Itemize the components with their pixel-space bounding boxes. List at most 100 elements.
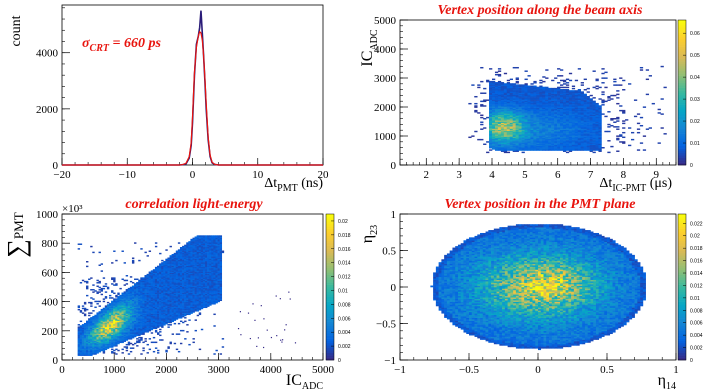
- heatmap-cell: [595, 142, 599, 144]
- heatmap-cell: [111, 336, 114, 339]
- heatmap-cell: [592, 114, 596, 116]
- heatmap-cell: [515, 113, 519, 115]
- heatmap-cell: [500, 118, 505, 120]
- heatmap-cell: [136, 329, 139, 332]
- heatmap-cell: [557, 101, 561, 104]
- heatmap-cell: [489, 107, 493, 110]
- heatmap-cell: [539, 126, 543, 128]
- heatmap-cell: [583, 118, 587, 120]
- heatmap-cell: [142, 314, 145, 317]
- heatmap-cell: [551, 140, 555, 142]
- heatmap-cell: [557, 148, 561, 150]
- heatmap-cell: [551, 114, 555, 116]
- heatmap-cell: [104, 283, 108, 285]
- heatmap-cell: [86, 346, 89, 348]
- heatmap-cell: [136, 333, 139, 335]
- colorbar-cell: [678, 63, 686, 67]
- heatmap-cell: [115, 329, 118, 332]
- heatmap-cell: [115, 299, 118, 302]
- heatmap-cell: [106, 325, 110, 327]
- heatmap-cell: [127, 336, 131, 339]
- heatmap-cell: [595, 116, 599, 119]
- heatmap-cell: [138, 311, 141, 313]
- heatmap-cell: [129, 303, 133, 305]
- heatmap-cell: [580, 93, 584, 96]
- heatmap-cell: [121, 352, 124, 354]
- heatmap-cell: [98, 291, 101, 293]
- heatmap-cell: [589, 115, 593, 118]
- heatmap-cell: [619, 84, 623, 86]
- heatmap-cell: [577, 123, 582, 126]
- heatmap-cell: [86, 261, 89, 263]
- heatmap-cell: [489, 133, 493, 135]
- heatmap-cell: [92, 334, 95, 337]
- heatmap-cell: [117, 296, 120, 298]
- heatmap-cell: [127, 294, 131, 297]
- heatmap-cell: [100, 290, 104, 292]
- heatmap-cell: [551, 134, 555, 136]
- heatmap-cell: [598, 141, 602, 143]
- heatmap-cell: [562, 91, 567, 93]
- heatmap-cell: [111, 315, 114, 318]
- heatmap-cell: [536, 115, 540, 118]
- heatmap-cell: [560, 94, 564, 97]
- heatmap-cell: [92, 326, 95, 328]
- heatmap-cell: [474, 111, 478, 113]
- heatmap-cell: [129, 314, 133, 317]
- heatmap-cell: [595, 138, 599, 141]
- heatmap-cell: [562, 100, 567, 103]
- heatmap-cell: [568, 109, 573, 112]
- heatmap-cell: [509, 142, 513, 144]
- colorbar-cell: [678, 126, 686, 130]
- heatmap-cell: [554, 94, 558, 97]
- heatmap-cell: [533, 85, 537, 87]
- colorbar-tick-label: 0: [690, 163, 693, 169]
- heatmap-cell: [497, 126, 502, 128]
- heatmap-cell: [527, 121, 531, 123]
- heatmap-cell: [524, 94, 528, 97]
- heatmap-cell: [146, 255, 149, 257]
- heatmap-cell: [557, 129, 561, 132]
- heatmap-cell: [545, 113, 549, 115]
- heatmap-cell: [542, 89, 546, 91]
- heatmap-cell: [79, 328, 83, 331]
- heatmap-cell: [542, 115, 546, 118]
- heatmap-cell: [92, 327, 95, 330]
- heatmap-cell: [512, 134, 516, 136]
- heatmap-cell: [131, 299, 135, 302]
- heatmap-cell: [577, 120, 582, 122]
- heatmap-cell: [492, 115, 496, 118]
- heatmap-cell: [104, 328, 108, 331]
- heatmap-cell: [131, 320, 135, 323]
- heatmap-cell: [106, 326, 110, 328]
- heatmap-cell: [96, 285, 99, 288]
- heatmap-cell: [492, 111, 496, 113]
- heatmap-cell: [129, 280, 133, 283]
- heatmap-cell: [136, 345, 139, 347]
- heatmap-cell: [90, 324, 93, 326]
- heatmap-cell: [125, 331, 129, 333]
- heatmap-cell: [533, 142, 537, 144]
- heatmap-cell: [512, 85, 516, 87]
- heatmap-cell: [533, 100, 537, 103]
- heatmap-cell: [115, 331, 118, 333]
- heatmap-cell: [115, 345, 118, 347]
- heatmap-cell: [548, 97, 552, 99]
- heatmap-cell: [545, 145, 549, 148]
- heatmap-cell: [92, 342, 95, 345]
- heatmap-cell: [536, 106, 540, 108]
- heatmap-cell: [568, 97, 573, 99]
- heatmap-cell: [509, 85, 513, 87]
- heatmap-cell: [480, 121, 484, 123]
- heatmap-cell: [542, 137, 546, 140]
- heatmap-cell: [589, 119, 593, 121]
- heatmap-cell: [94, 321, 97, 324]
- heatmap-cell: [530, 119, 534, 121]
- heatmap-cell: [506, 104, 511, 106]
- heatmap-cell: [100, 327, 104, 330]
- heatmap-cell: [548, 131, 552, 134]
- heatmap-cell: [595, 104, 599, 106]
- heatmap-cell: [115, 300, 118, 303]
- heatmap-cell: [136, 289, 139, 291]
- heatmap-cell: [589, 133, 593, 135]
